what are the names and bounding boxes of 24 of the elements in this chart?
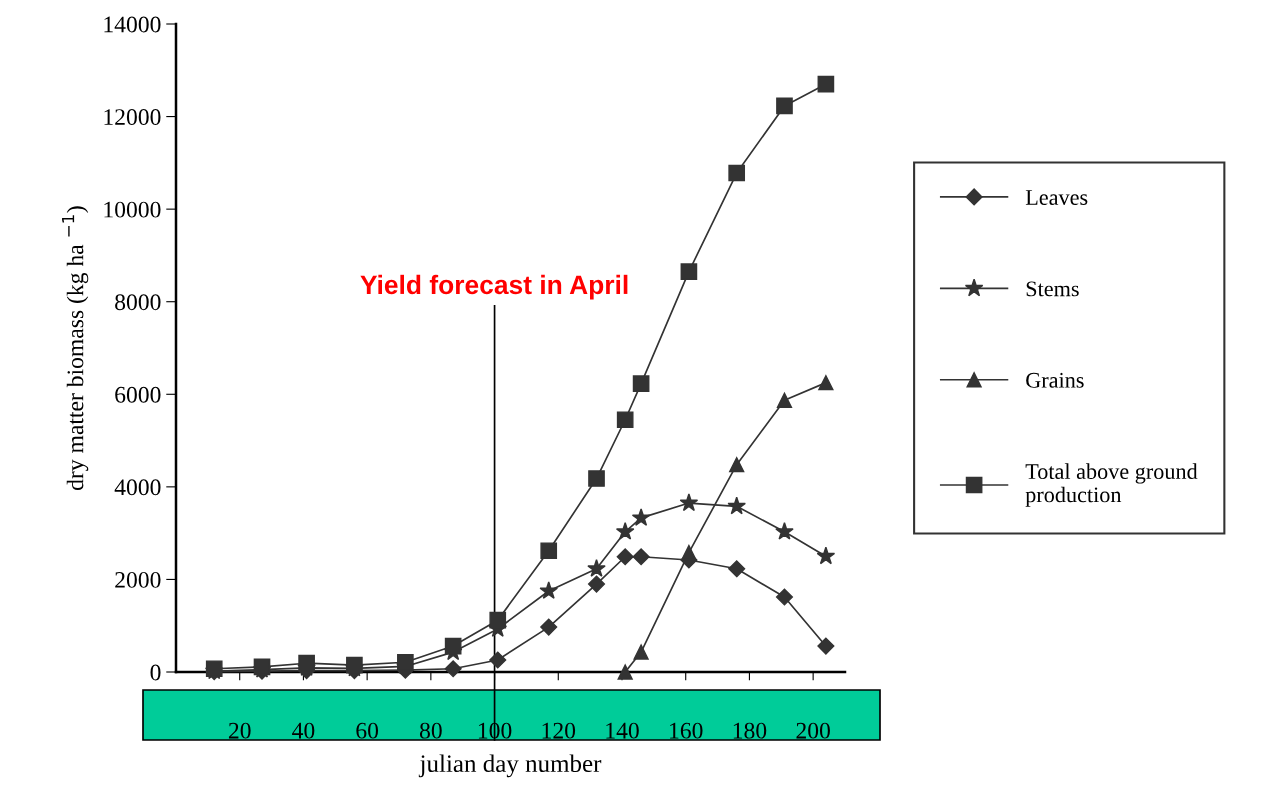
legend-label: Total above ground production <box>1025 463 1198 507</box>
y-tick-label: 6000 <box>115 386 161 403</box>
legend-label: Leaves <box>1025 190 1088 205</box>
x-tick-label: 20 <box>228 722 251 739</box>
x-tick-label: 140 <box>606 722 639 739</box>
y-tick-label: 2000 <box>115 571 161 588</box>
x-tick-label: 180 <box>733 722 767 739</box>
ref-line-label: Yield forecast in April <box>360 274 628 300</box>
x-tick-label: 160 <box>670 722 703 739</box>
x-tick-label: 200 <box>796 722 830 739</box>
y-tick-label: 12000 <box>104 109 161 125</box>
x-tick-label: 120 <box>542 722 576 739</box>
x-tick-label: 40 <box>292 722 315 739</box>
legend-label: Stems <box>1026 281 1079 297</box>
y-tick-label: 8000 <box>115 294 161 311</box>
x-axis-title: julian day number <box>418 754 602 778</box>
y-tick-label: 14000 <box>104 16 161 33</box>
y-tick-label: 0 <box>150 664 161 681</box>
legend-label: Grains <box>1026 372 1084 388</box>
x-tick-label: 60 <box>356 722 379 739</box>
x-tick-label: 80 <box>419 722 442 739</box>
y-tick-label: 10000 <box>104 201 161 218</box>
y-tick-label: 4000 <box>114 479 161 496</box>
y-axis-title: dry matter biomass (kg ha $^{−1}$) <box>62 206 89 490</box>
